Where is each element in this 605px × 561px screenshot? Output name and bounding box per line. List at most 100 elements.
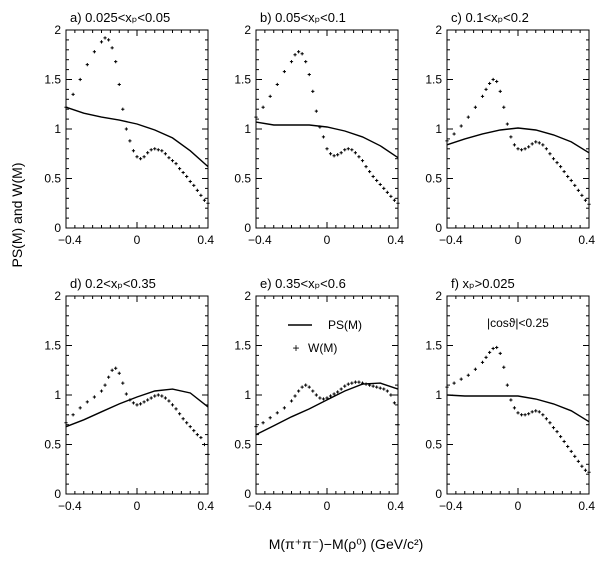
panel-title: f) xₚ>0.025 xyxy=(451,276,515,291)
x-tick-label: 0 xyxy=(515,233,522,247)
w-data-point xyxy=(530,410,534,414)
w-data-point xyxy=(548,152,552,156)
y-tick-label: 2 xyxy=(54,23,61,37)
y-tick-label: 0 xyxy=(54,221,61,235)
ps-curve xyxy=(446,394,590,423)
w-data-point xyxy=(509,398,513,402)
w-data-point xyxy=(254,115,258,119)
w-data-point xyxy=(163,152,167,156)
w-data-point xyxy=(336,390,340,394)
w-data-point xyxy=(78,406,82,410)
y-tick-label: 2 xyxy=(244,289,251,303)
w-data-point xyxy=(318,125,322,129)
w-data-point xyxy=(580,464,584,468)
w-data-point xyxy=(555,161,559,165)
w-data-point xyxy=(300,385,304,389)
y-tick-label: 1 xyxy=(435,388,442,402)
w-data-point xyxy=(548,421,552,425)
w-data-point xyxy=(583,198,588,202)
w-data-point xyxy=(551,426,556,430)
y-tick-label: 0 xyxy=(54,487,61,501)
w-data-point xyxy=(206,201,210,205)
y-tick-label: 2 xyxy=(435,23,442,37)
x-tick-label: 0 xyxy=(134,233,141,247)
x-tick-label: 0.4 xyxy=(387,499,404,513)
w-data-point xyxy=(142,400,146,404)
y-tick-label: 2 xyxy=(54,289,61,303)
y-tick-label: 1 xyxy=(244,388,251,402)
w-data-point xyxy=(537,141,541,145)
y-tick-label: 0.5 xyxy=(234,438,251,452)
y-tick-label: 1.5 xyxy=(44,339,61,353)
panel-title: d) 0.2<xₚ<0.35 xyxy=(70,276,156,291)
w-data-point xyxy=(149,396,153,400)
x-tick-label: 0 xyxy=(324,499,331,513)
w-data-point xyxy=(498,351,502,356)
w-data-point xyxy=(314,393,318,397)
w-data-point xyxy=(282,406,286,410)
w-data-point xyxy=(527,412,531,416)
w-data-point xyxy=(282,69,286,74)
y-tick-label: 1.5 xyxy=(44,73,61,87)
w-data-point xyxy=(495,345,499,350)
w-data-point xyxy=(396,423,400,427)
w-data-point xyxy=(544,417,548,421)
w-data-point xyxy=(85,400,89,404)
w-data-point xyxy=(562,439,566,444)
w-data-point xyxy=(321,135,326,139)
w-data-point xyxy=(445,385,449,389)
w-data-point xyxy=(445,139,449,143)
w-data-point xyxy=(297,50,301,54)
w-data-point xyxy=(192,429,196,433)
w-data-point xyxy=(114,60,118,64)
w-data-point xyxy=(353,380,357,384)
w-data-point xyxy=(85,63,89,67)
w-data-point xyxy=(153,147,157,151)
w-data-point xyxy=(293,53,297,57)
w-data-point xyxy=(555,430,559,434)
panel-title: e) 0.35<xₚ<0.6 xyxy=(260,276,346,291)
w-data-point xyxy=(181,417,185,421)
w-data-point xyxy=(146,151,150,155)
w-data-point xyxy=(466,115,470,119)
w-data-point xyxy=(519,148,524,152)
x-tick-label: −0.4 xyxy=(439,499,463,513)
w-data-point xyxy=(502,365,506,369)
w-data-point xyxy=(396,201,400,205)
w-data-point xyxy=(576,459,580,463)
w-data-point xyxy=(551,157,556,161)
w-data-point xyxy=(110,368,114,372)
w-data-point xyxy=(459,124,463,128)
w-data-point xyxy=(92,50,96,54)
w-data-point xyxy=(544,147,548,151)
w-data-point xyxy=(192,183,196,188)
w-data-point xyxy=(389,393,393,397)
w-data-point xyxy=(519,413,524,417)
w-data-point xyxy=(138,157,143,161)
w-data-point xyxy=(559,165,563,169)
w-data-point xyxy=(382,387,386,391)
w-data-point xyxy=(307,72,311,77)
x-tick-label: 0.4 xyxy=(197,233,214,247)
w-data-point xyxy=(195,433,199,437)
y-tick-label: 0.5 xyxy=(425,438,442,452)
w-data-point xyxy=(573,454,577,458)
w-data-point xyxy=(336,153,340,157)
w-data-point xyxy=(562,169,566,174)
w-data-point xyxy=(64,105,68,109)
w-data-point xyxy=(452,381,456,385)
legend-label-w: W(M) xyxy=(308,341,337,355)
w-data-point xyxy=(488,81,492,86)
x-tick-label: 0.4 xyxy=(387,233,404,247)
x-tick-label: −0.4 xyxy=(439,233,463,247)
w-data-point xyxy=(516,147,520,151)
x-tick-label: −0.4 xyxy=(58,499,82,513)
w-data-point xyxy=(149,148,153,152)
w-data-point xyxy=(64,421,68,425)
w-data-point xyxy=(523,413,527,417)
ps-curve xyxy=(65,106,209,168)
w-data-point xyxy=(498,89,502,93)
w-data-point xyxy=(364,382,368,386)
